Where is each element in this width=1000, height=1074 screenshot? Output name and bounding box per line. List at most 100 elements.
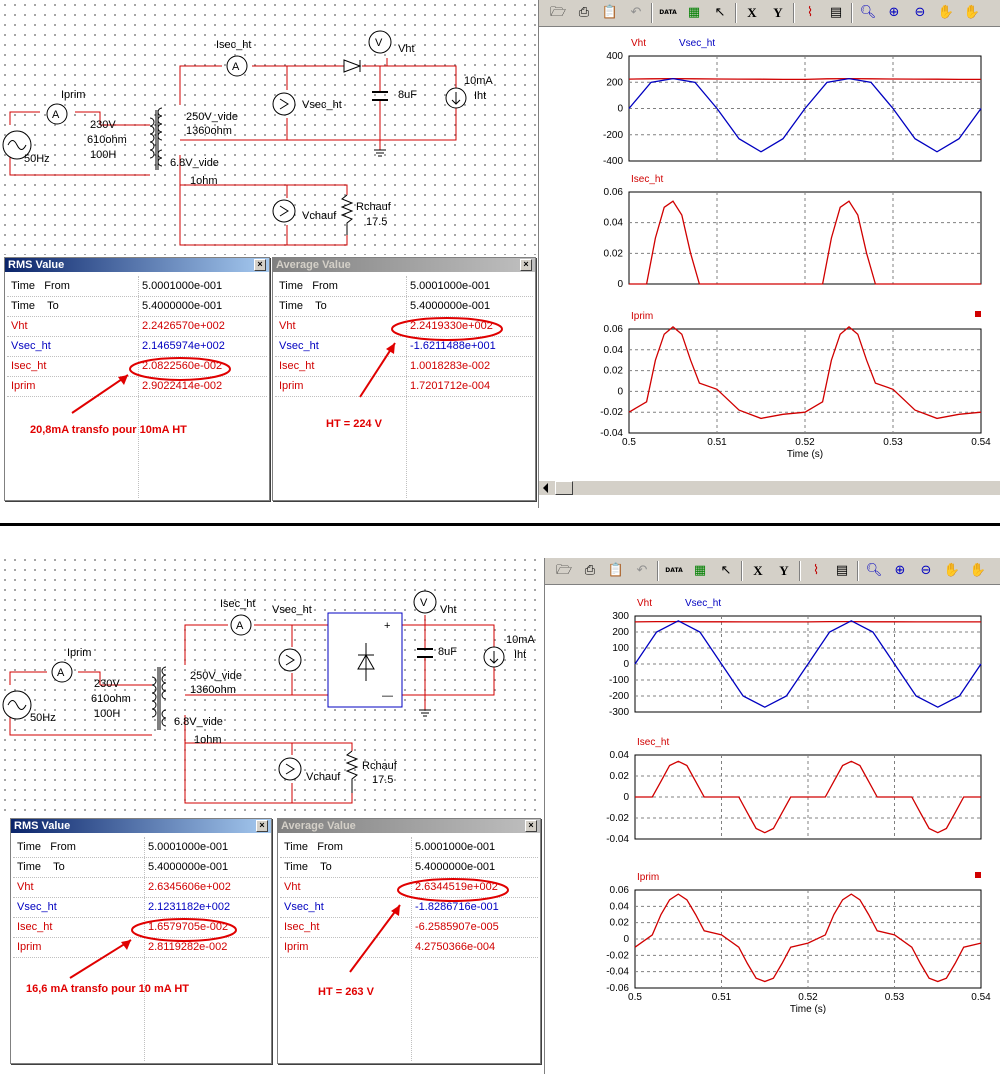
zoom-out-icon[interactable]: ⊖ xyxy=(914,5,926,20)
clipboard-icon[interactable]: 📋 xyxy=(601,5,619,20)
graph-pane-2[interactable]: 🗁 ⎙ 📋 ↶ DATA ▦ ↖ X Y ⌇ ▤ 🔍︎ ⊕ ⊖ ✋ ✋ Vht V… xyxy=(544,558,1000,1074)
average-window-titlebar[interactable]: Average Value × xyxy=(278,819,540,833)
schematic-panel-2[interactable]: A A V + — Iprim Isec_ht xyxy=(0,555,542,815)
legend-vht: Vht xyxy=(631,38,646,49)
zoom-in-icon[interactable]: ⊕ xyxy=(894,563,906,578)
close-icon[interactable]: × xyxy=(256,820,268,832)
y-tick-label: 0.06 xyxy=(604,187,624,198)
chart-iprim-2[interactable]: Iprim 0.5 0.51 0.52 0.53 0.54 0.06 0.04 0.02 0 -0.… xyxy=(545,866,1000,1026)
chart-iprim-1[interactable]: Iprim 0.5 0.51 0.52 0.53 0.54 0.06 0.04 0.02 0 -0.… xyxy=(539,305,1000,465)
highlight-ellipse xyxy=(129,357,231,381)
x-cursor-icon[interactable]: X xyxy=(747,5,757,20)
annotation-right-1: HT = 224 V xyxy=(326,418,382,430)
zoom-in-icon[interactable]: ⊕ xyxy=(888,5,900,20)
pan-plus-hand-icon[interactable]: ✋ xyxy=(969,563,987,578)
bridge-rectifier-box xyxy=(327,612,403,708)
open-folder-icon[interactable]: 🗁 xyxy=(555,563,573,578)
table-row: Vsec_ht -1.8286716e-001 xyxy=(280,897,538,918)
table-row: Time To 5.4000000e-001 xyxy=(7,296,267,317)
chart-vht-vsec-2[interactable]: Vht Vsec_ht 300 200 100 0 -100 -200 -300 xyxy=(545,588,1000,728)
graph-pane-1[interactable]: 🗁 ⎙ 📋 ↶ DATA ▦ ↖ X Y ⌇ ▤ 🔍︎ ⊕ ⊖ ✋ ✋ Vht V… xyxy=(538,0,1000,508)
y-tick-label: 0.02 xyxy=(604,248,624,259)
series-line-vht xyxy=(628,77,981,81)
table-row: Isec_ht 2.0822560e-002 xyxy=(7,356,267,377)
svg-text:Iht: Iht xyxy=(474,90,486,102)
rms-window-titlebar[interactable]: RMS Value × xyxy=(5,258,269,272)
chart-icon[interactable]: ⌇ xyxy=(806,5,814,20)
rms-value-window-1[interactable]: RMS Value × Time From 5.0001000e-001 Time … xyxy=(4,257,270,501)
pointer-icon[interactable]: ↖ xyxy=(720,563,732,578)
pointer-icon[interactable]: ↖ xyxy=(714,5,726,20)
y-tick-label: -0.04 xyxy=(606,967,629,978)
series-line-iprim xyxy=(628,326,982,420)
horizontal-scrollbar-1[interactable] xyxy=(539,480,1000,495)
undo-icon[interactable]: ↶ xyxy=(636,563,648,578)
svg-text:Iprim: Iprim xyxy=(67,647,91,659)
x-tick-label: 0.54 xyxy=(971,992,991,1003)
print-icon[interactable]: ⎙ xyxy=(578,5,590,20)
table-icon[interactable]: ▤ xyxy=(829,5,843,20)
x-tick-label: 0.51 xyxy=(712,992,732,1003)
rms-value-window-2[interactable]: RMS Value × Time From 5.0001000e-001 Time … xyxy=(10,818,272,1064)
svg-text:Vsec_ht: Vsec_ht xyxy=(302,99,342,111)
svg-text:V: V xyxy=(375,37,383,49)
schematic-2: A A V + — Iprim Isec_ht xyxy=(2,590,535,804)
data-icon[interactable]: DATA xyxy=(659,9,677,16)
edit-data-icon[interactable]: ▦ xyxy=(693,563,707,578)
series-line-iprim xyxy=(634,893,982,983)
chart-vht-vsec-1[interactable]: Vht Vsec_ht 400 200 0 -200 -400 xyxy=(539,30,1000,170)
y-tick-label: -200 xyxy=(609,691,629,702)
x-tick-label: 0.51 xyxy=(707,437,727,448)
clipboard-icon[interactable]: 📋 xyxy=(607,563,625,578)
capacitor-icon xyxy=(372,91,388,101)
resistor-icon xyxy=(340,194,354,235)
zoom-icon[interactable]: 🔍︎ xyxy=(865,563,883,578)
series-marker-icon xyxy=(975,872,981,878)
close-icon[interactable]: × xyxy=(525,820,537,832)
y-tick-label: -200 xyxy=(603,130,623,141)
voltmeter-vchauf-icon xyxy=(272,199,296,223)
close-icon[interactable]: × xyxy=(254,259,266,271)
separator-bar xyxy=(0,523,1000,526)
zoom-out-icon[interactable]: ⊖ xyxy=(920,563,932,578)
bridge-diode-icon xyxy=(357,643,375,681)
table-row: Time To 5.4000000e-001 xyxy=(275,296,533,317)
svg-text:A: A xyxy=(52,109,60,121)
data-icon[interactable]: DATA xyxy=(665,567,683,574)
y-tick-label: 0.06 xyxy=(604,324,624,335)
svg-text:1ohm: 1ohm xyxy=(190,175,218,187)
simulation-2: A A V + — Iprim Isec_ht xyxy=(0,555,1000,1074)
ground-icon xyxy=(419,709,431,717)
y-tick-label: 0.04 xyxy=(604,218,624,229)
print-icon[interactable]: ⎙ xyxy=(584,563,596,578)
average-value-window-2[interactable]: Average Value × Time From 5.0001000e-001 T… xyxy=(277,818,541,1064)
table-row: Time To 5.4000000e-001 xyxy=(280,857,538,878)
edit-data-icon[interactable]: ▦ xyxy=(687,5,701,20)
chart-icon[interactable]: ⌇ xyxy=(812,563,820,578)
average-window-titlebar[interactable]: Average Value × xyxy=(273,258,535,272)
pan-plus-hand-icon[interactable]: ✋ xyxy=(963,5,981,20)
close-icon[interactable]: × xyxy=(520,259,532,271)
table-icon[interactable]: ▤ xyxy=(835,563,849,578)
zoom-icon[interactable]: 🔍︎ xyxy=(859,5,877,20)
open-folder-icon[interactable]: 🗁 xyxy=(549,5,567,20)
chart-isec-2[interactable]: Isec_ht 0.04 0.02 0 -0.02 -0.04 xyxy=(545,730,1000,855)
rms-window-titlebar[interactable]: RMS Value × xyxy=(11,819,271,833)
table-row: Iprim 2.8119282e-002 xyxy=(13,937,269,958)
table-row: Iprim 1.7201712e-004 xyxy=(275,376,533,397)
voltmeter-vht-icon xyxy=(413,590,437,614)
y-cursor-icon[interactable]: Y xyxy=(773,5,783,20)
undo-icon[interactable]: ↶ xyxy=(630,5,642,20)
svg-text:230V: 230V xyxy=(94,678,120,690)
pan-hand-icon[interactable]: ✋ xyxy=(937,5,955,20)
y-cursor-icon[interactable]: Y xyxy=(779,563,789,578)
x-cursor-icon[interactable]: X xyxy=(753,563,763,578)
y-tick-label: 0 xyxy=(623,659,629,670)
plot-frame xyxy=(628,328,982,434)
y-tick-label: 100 xyxy=(612,643,629,654)
pan-hand-icon[interactable]: ✋ xyxy=(943,563,961,578)
chart-isec-1[interactable]: Isec_ht 0.06 0.04 0.02 0 xyxy=(539,170,1000,295)
average-value-window-1[interactable]: Average Value × Time From 5.0001000e-001 T… xyxy=(272,257,536,501)
schematic-panel-1[interactable]: A A V Iprim Isec_ht Vht Vsec_h xyxy=(0,0,536,255)
y-tick-label: -100 xyxy=(609,675,629,686)
